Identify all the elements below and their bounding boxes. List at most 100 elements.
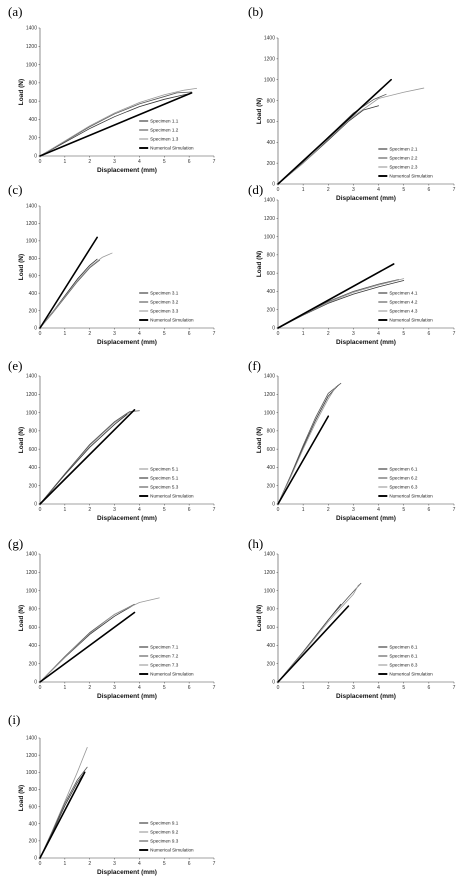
legend-entry: Specimen 8.1 bbox=[389, 645, 418, 650]
x-axis-title: Displacement (mm) bbox=[336, 339, 396, 346]
panel-label: (a) bbox=[8, 4, 23, 19]
legend-entry: Numerical Simulation bbox=[389, 318, 433, 323]
y-axis-title: Load (N) bbox=[256, 251, 263, 277]
y-tick-label: 1400 bbox=[264, 198, 275, 204]
chart-panel-7: (g) 0 1 2 3 4 5 6 7 0 200 400 600 800 1000 1200 1400 Disp… bbox=[8, 536, 226, 706]
y-tick-label: 1400 bbox=[264, 374, 275, 380]
x-tick-label: 0 bbox=[39, 331, 42, 337]
y-tick-label: 0 bbox=[272, 680, 275, 686]
legend-entry: Specimen 2.2 bbox=[389, 156, 418, 161]
legend-entry: Specimen 6.1 bbox=[389, 467, 418, 472]
y-tick-label: 800 bbox=[29, 81, 38, 87]
y-tick-label: 200 bbox=[267, 661, 276, 667]
y-tick-label: 600 bbox=[29, 804, 38, 810]
x-tick-label: 7 bbox=[213, 507, 216, 513]
legend-entry: Specimen 1.3 bbox=[150, 137, 179, 142]
chart-panel-5: (e) 0 1 2 3 4 5 6 7 0 200 400 600 800 1000 1200 1400 Disp… bbox=[8, 358, 226, 528]
x-tick-label: 2 bbox=[88, 331, 91, 337]
y-tick-label: 1000 bbox=[264, 410, 275, 416]
legend-entry: Numerical Simulation bbox=[150, 318, 194, 323]
y-tick-label: 200 bbox=[267, 161, 276, 167]
x-tick-label: 6 bbox=[188, 159, 191, 165]
y-axis-title: Load (N) bbox=[18, 785, 25, 811]
y-tick-label: 400 bbox=[267, 643, 276, 649]
y-tick-label: 1200 bbox=[264, 392, 275, 398]
x-tick-label: 5 bbox=[402, 331, 405, 337]
y-tick-label: 1400 bbox=[264, 36, 275, 42]
x-tick-label: 2 bbox=[88, 159, 91, 165]
x-tick-label: 3 bbox=[352, 685, 355, 691]
x-tick-label: 1 bbox=[63, 861, 66, 867]
y-tick-label: 0 bbox=[34, 326, 37, 332]
y-tick-label: 600 bbox=[29, 447, 38, 453]
x-tick-label: 6 bbox=[188, 685, 191, 691]
series-line-3 bbox=[39, 597, 160, 683]
x-tick-label: 2 bbox=[88, 507, 91, 513]
x-tick-label: 4 bbox=[377, 507, 380, 513]
x-tick-label: 1 bbox=[63, 331, 66, 337]
x-tick-label: 6 bbox=[427, 507, 430, 513]
series-line-4 bbox=[39, 92, 193, 157]
x-axis-title: Displacement (mm) bbox=[97, 167, 157, 174]
x-tick-label: 4 bbox=[138, 861, 141, 867]
panel-label: (c) bbox=[8, 182, 23, 197]
x-tick-label: 2 bbox=[327, 685, 330, 691]
y-tick-label: 1400 bbox=[26, 374, 37, 380]
chart-panel-1: (a) 0 1 2 3 4 5 6 7 0 200 400 600 800 1000 1200 1400 Disp… bbox=[8, 4, 226, 184]
legend-entry: Specimen 2.1 bbox=[389, 147, 418, 152]
y-tick-label: 0 bbox=[34, 856, 37, 862]
panel-label: (f) bbox=[248, 358, 261, 373]
x-tick-label: 5 bbox=[163, 861, 166, 867]
panel-label: (i) bbox=[8, 712, 21, 727]
y-tick-label: 800 bbox=[29, 429, 38, 435]
line-chart: 0 1 2 3 4 5 6 7 0 200 400 600 800 1000 1200 1400 Displac… bbox=[256, 552, 456, 700]
legend-entry: Specimen 3.1 bbox=[150, 291, 179, 296]
x-tick-label: 3 bbox=[113, 159, 116, 165]
series-line-4 bbox=[39, 236, 98, 329]
y-tick-label: 200 bbox=[29, 483, 38, 489]
y-tick-label: 200 bbox=[267, 307, 276, 313]
y-tick-label: 800 bbox=[267, 429, 276, 435]
line-chart: 0 1 2 3 4 5 6 7 0 200 400 600 800 1000 1200 1400 Displac… bbox=[18, 552, 216, 700]
y-tick-label: 200 bbox=[267, 483, 276, 489]
legend-entry: Specimen 5.1 bbox=[150, 467, 179, 472]
x-tick-label: 2 bbox=[88, 685, 91, 691]
x-tick-label: 6 bbox=[427, 331, 430, 337]
y-axis-title: Load (N) bbox=[18, 254, 25, 280]
line-chart: 0 1 2 3 4 5 6 7 0 200 400 600 800 1000 1200 1400 Displac… bbox=[256, 198, 456, 346]
panel-label: (e) bbox=[8, 358, 23, 373]
legend-entry: Numerical Simulation bbox=[389, 174, 433, 179]
y-tick-label: 800 bbox=[267, 253, 276, 259]
y-axis-title: Load (N) bbox=[256, 98, 263, 124]
panel-label: (b) bbox=[248, 4, 264, 19]
x-tick-label: 0 bbox=[39, 861, 42, 867]
series-line-2 bbox=[277, 382, 342, 505]
chart-panel-2: (b) 0 1 2 3 4 5 6 7 0 200 400 600 800 1000 1200 1400 Disp… bbox=[248, 4, 466, 212]
x-tick-label: 1 bbox=[302, 187, 305, 193]
x-tick-label: 3 bbox=[113, 685, 116, 691]
x-tick-label: 0 bbox=[39, 159, 42, 165]
x-tick-label: 5 bbox=[402, 507, 405, 513]
y-tick-label: 800 bbox=[267, 607, 276, 613]
y-tick-label: 400 bbox=[267, 465, 276, 471]
x-tick-label: 3 bbox=[113, 331, 116, 337]
line-chart: 0 1 2 3 4 5 6 7 0 200 400 600 800 1000 1200 1400 Displac… bbox=[18, 374, 216, 522]
legend-entry: Specimen 1.1 bbox=[150, 119, 179, 124]
y-tick-label: 0 bbox=[272, 182, 275, 188]
x-tick-label: 7 bbox=[453, 507, 456, 513]
x-tick-label: 1 bbox=[63, 159, 66, 165]
x-tick-label: 3 bbox=[352, 187, 355, 193]
series-line-3 bbox=[277, 584, 359, 683]
y-tick-label: 600 bbox=[29, 99, 38, 105]
x-tick-label: 7 bbox=[213, 331, 216, 337]
y-tick-label: 1000 bbox=[26, 410, 37, 416]
x-tick-label: 4 bbox=[138, 685, 141, 691]
legend-entry: Specimen 5.3 bbox=[150, 485, 179, 490]
y-tick-label: 600 bbox=[267, 119, 276, 125]
x-tick-label: 5 bbox=[163, 685, 166, 691]
x-tick-label: 3 bbox=[113, 507, 116, 513]
series-line-1 bbox=[277, 384, 339, 505]
series-line-2 bbox=[39, 747, 88, 859]
x-tick-label: 4 bbox=[138, 507, 141, 513]
y-tick-label: 1000 bbox=[264, 588, 275, 594]
